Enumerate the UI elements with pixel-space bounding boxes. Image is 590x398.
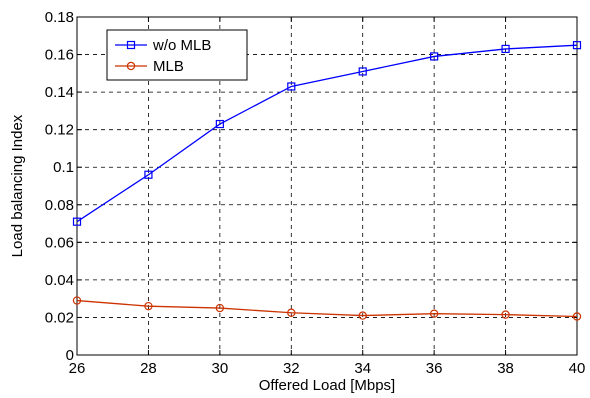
data-point-marker	[572, 312, 582, 321]
data-point-marker	[72, 217, 82, 226]
series-line	[76, 44, 578, 223]
series-mlb	[72, 296, 582, 321]
legend-marker	[126, 61, 136, 71]
data-point-marker	[144, 170, 153, 179]
data-point-marker	[287, 308, 296, 317]
x-tick-label: 40	[569, 360, 586, 377]
y-tick-label: 0.14	[45, 84, 74, 101]
data-point-marker	[501, 44, 510, 54]
data-point-marker	[287, 82, 296, 91]
data-point-marker	[144, 301, 153, 311]
x-axis-title: Offered Load [Mbps]	[259, 377, 395, 394]
y-tick-label: 0.04	[45, 272, 74, 289]
series-line	[76, 299, 578, 318]
data-point-marker	[430, 52, 439, 61]
y-tick-label: 0.12	[45, 122, 74, 139]
data-point-marker	[215, 303, 225, 313]
legend-box	[106, 29, 248, 81]
x-tick-label: 36	[426, 360, 443, 377]
y-tick-label: 0.06	[45, 234, 74, 251]
y-tick-label: 0.02	[45, 309, 74, 326]
x-tick-label: 38	[497, 360, 514, 377]
grid	[77, 17, 577, 355]
series-wo-mlb	[72, 41, 582, 226]
y-tick-label: 0.08	[45, 197, 74, 214]
data-point-marker	[501, 310, 510, 319]
legend-label: MLB	[153, 58, 184, 75]
data-point-marker	[358, 67, 367, 76]
data-point-marker	[429, 309, 439, 318]
legend: w/o MLB MLB	[106, 29, 248, 81]
data-point-marker	[572, 41, 582, 50]
y-axis-title: Load balancing Index	[9, 114, 26, 257]
x-tick-label: 32	[283, 360, 300, 377]
legend-item: MLB	[115, 58, 184, 75]
data-point-marker	[358, 311, 367, 320]
data-point-marker	[72, 296, 82, 305]
series-group	[72, 41, 582, 321]
plot-frame	[76, 16, 578, 356]
y-tick-label: 0.18	[45, 9, 74, 26]
x-tick-label: 34	[354, 360, 371, 377]
x-tick-label: 28	[140, 360, 157, 377]
axis-ticks: 26 28 30 32 34 36 38 40 0 0.02 0.04 0.06 0.08 0.1 0.12…	[45, 9, 586, 377]
y-tick-label: 0.16	[45, 47, 74, 64]
y-tick-label: 0	[66, 347, 74, 364]
x-tick-label: 26	[69, 360, 86, 377]
y-tick-label: 0.1	[53, 159, 74, 176]
x-tick-label: 30	[212, 360, 229, 377]
legend-marker	[126, 40, 136, 50]
legend-item: w/o MLB	[115, 37, 211, 54]
legend-label: w/o MLB	[152, 37, 211, 54]
data-point-marker	[215, 119, 224, 129]
